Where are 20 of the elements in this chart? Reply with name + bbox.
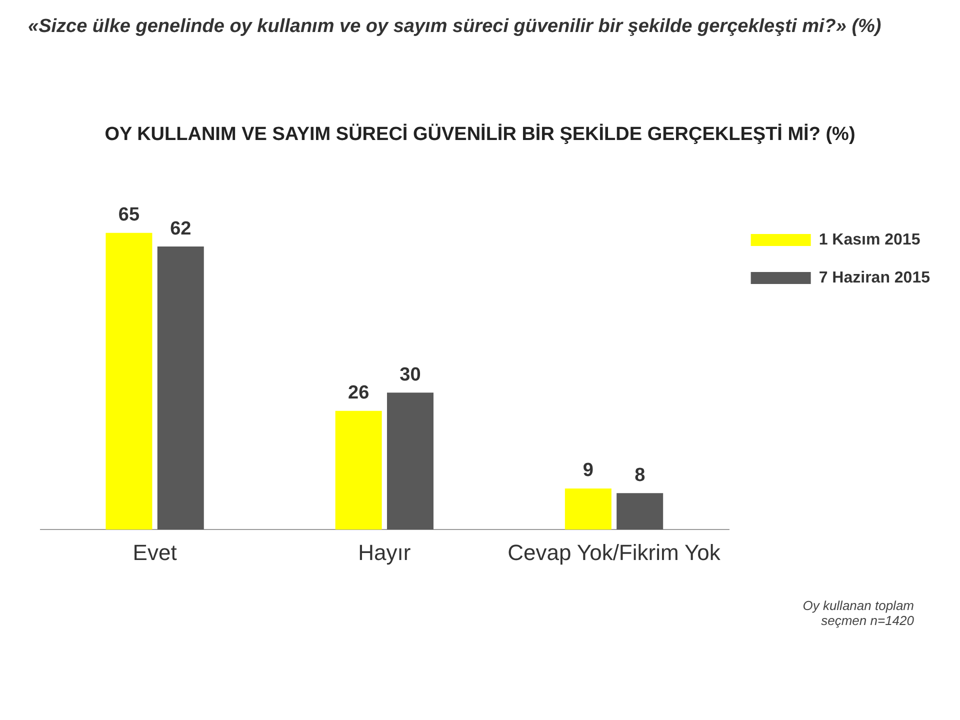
x-tick-label: Hayır	[358, 540, 411, 565]
bar	[335, 410, 382, 530]
data-label: 65	[118, 204, 140, 226]
data-label: 26	[348, 382, 370, 404]
data-label: 30	[400, 364, 421, 386]
data-label: 9	[582, 460, 594, 482]
bar	[386, 392, 434, 530]
data-label: 62	[170, 218, 192, 240]
bar	[616, 493, 664, 530]
chart-title: «Sizce ülke genelinde oy kullanım ve oy sayım süreci güvenilir bir şekilde gerçekleşti mi?» (%)	[28, 16, 882, 38]
bar	[157, 246, 204, 530]
bar	[564, 488, 612, 530]
x-tick-label: Evet	[132, 540, 177, 565]
bar	[106, 232, 152, 530]
x-tick-label: Cevap Yok/Fikrim Yok	[508, 540, 722, 565]
chart-subtitle: OY KULLANIM VE SAYIM SÜRECİ GÜVENİLİR BİR ŞEKİLDE GERÇEKLEŞTİ Mİ? (%)	[104, 124, 856, 146]
data-label: 8	[634, 464, 646, 486]
legend-label: 7 Haziran 2015	[818, 269, 930, 286]
text: Oy kullanan toplam seçmen n=1420	[802, 598, 914, 628]
legend-label: 1 Kasım 2015	[818, 231, 920, 248]
